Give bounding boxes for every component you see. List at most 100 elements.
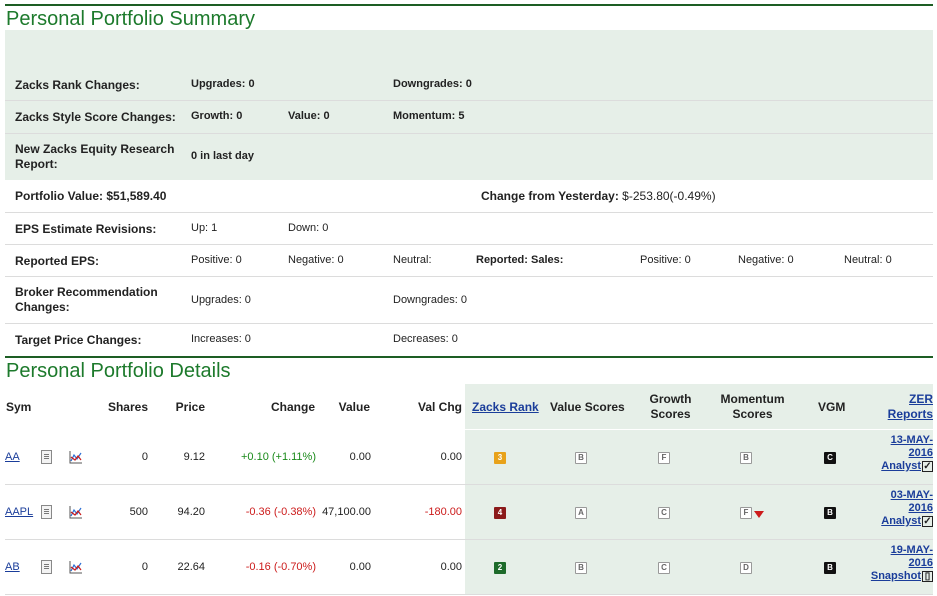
price-value: 94.20 <box>177 506 205 518</box>
reported-eps-row: Reported EPS: Positive: 0 Negative: 0 Ne… <box>5 245 933 277</box>
eps-revisions-label: EPS Estimate Revisions: <box>15 222 157 236</box>
header-price: Price <box>175 400 205 414</box>
zer-type-link[interactable]: Analyst <box>881 515 921 527</box>
position-value: 47,100.00 <box>322 506 371 518</box>
summary-spacer <box>5 30 933 67</box>
rank-upgrades: Upgrades: 0 <box>191 78 255 90</box>
zer-report[interactable]: 13-MAY- 2016 Analyst ✓ <box>881 434 933 473</box>
style-changes-row: Zacks Style Score Changes: Growth: 0 Val… <box>5 101 933 134</box>
broker-row: Broker Recommendation Changes: Upgrades:… <box>5 277 933 324</box>
value-score-badge: A <box>575 507 587 519</box>
growth-score-badge: C <box>658 507 670 519</box>
style-value: Value: 0 <box>288 110 330 122</box>
snapshot-icon: ▯ <box>922 570 933 582</box>
header-growth-scores: Growth Scores <box>649 392 692 421</box>
header-val-chg: Val Chg <box>417 400 462 414</box>
momentum-score-badge: B <box>740 452 752 464</box>
symbol-link[interactable]: AA <box>5 451 20 463</box>
rank-downgrades: Downgrades: 0 <box>393 78 472 90</box>
zer-date-link[interactable]: 19-MAY- 2016 <box>890 544 933 569</box>
header-momentum-scores: Momentum Scores <box>720 392 785 421</box>
header-change: Change <box>270 400 315 414</box>
target-price-row: Target Price Changes: Increases: 0 Decre… <box>5 324 933 355</box>
equity-research-label: New Zacks Equity Research Report: <box>15 142 175 171</box>
vgm-score-badge: B <box>824 562 836 574</box>
price-value: 22.64 <box>177 561 205 573</box>
zacks-rank-badge: 4 <box>494 507 506 519</box>
sales-negative: Negative: 0 <box>738 254 794 266</box>
position-value: 0.00 <box>349 561 371 573</box>
zer-report[interactable]: 19-MAY- 2016 Snapshot ▯ <box>871 544 933 583</box>
eps-down: Down: 0 <box>288 222 329 234</box>
zer-date-link[interactable]: 03-MAY- 2016 <box>890 489 933 514</box>
chart-icon[interactable] <box>69 560 83 574</box>
table-row: AAPL 500 94.20 -0.36 (-0.38%) 47,100.00 -180.… <box>5 485 933 540</box>
reported-sales-label: Reported: Sales: <box>476 254 564 266</box>
header-zacks-rank[interactable]: Zacks Rank <box>472 400 539 414</box>
change-yesterday-value: $-253.80(-0.49%) <box>622 189 716 203</box>
table-row: AA 0 9.12 +0.10 (+1.11%) 0.00 0.00 3 B F B C 13-MAY… <box>5 430 933 485</box>
header-shares: Shares <box>107 400 148 414</box>
chart-icon[interactable] <box>69 505 83 519</box>
chart-icon[interactable] <box>69 450 83 464</box>
portfolio-value-row: Portfolio Value: $51,589.40 Change from … <box>5 180 933 213</box>
change-value: +0.10 (+1.11%) <box>240 451 316 463</box>
equity-research-row: New Zacks Equity Research Report: 0 in l… <box>5 134 933 180</box>
details-title: Personal Portfolio Details <box>5 356 933 382</box>
eps-revisions-row: EPS Estimate Revisions: Up: 1 Down: 0 <box>5 213 933 245</box>
zacks-rank-badge: 3 <box>494 452 506 464</box>
sales-neutral: Neutral: 0 <box>844 254 892 266</box>
zer-type-link[interactable]: Snapshot <box>870 570 921 582</box>
style-changes-label: Zacks Style Score Changes: <box>15 110 176 124</box>
eps-negative: Negative: 0 <box>288 254 344 266</box>
change-value: -0.36 (-0.38%) <box>245 506 316 518</box>
header-zer-reports[interactable]: ZER Reports <box>887 392 933 421</box>
table-row: AB 0 22.64 -0.16 (-0.70%) 0.00 0.00 2 B C D B 19-MA… <box>5 540 933 595</box>
header-sym: Sym <box>6 400 32 414</box>
shares-value: 0 <box>141 561 148 573</box>
shares-value: 500 <box>129 506 148 518</box>
header-value-scores: Value Scores <box>550 400 625 414</box>
vgm-score-badge: C <box>824 452 836 464</box>
target-price-label: Target Price Changes: <box>15 333 142 347</box>
target-decreases: Decreases: 0 <box>393 333 458 345</box>
rank-changes-label: Zacks Rank Changes: <box>15 78 140 92</box>
eps-positive: Positive: 0 <box>191 254 242 266</box>
vgm-score-badge: B <box>824 507 836 519</box>
target-increases: Increases: 0 <box>191 333 251 345</box>
symbol-link[interactable]: AB <box>5 561 20 573</box>
broker-upgrades: Upgrades: 0 <box>191 294 251 306</box>
equity-research-value: 0 in last day <box>191 150 254 162</box>
details-header-row: Sym Shares Price Change Value Val Chg Za… <box>5 384 933 429</box>
zer-report[interactable]: 03-MAY- 2016 Analyst ✓ <box>881 489 933 528</box>
zer-type-link[interactable]: Analyst <box>881 460 921 472</box>
checkbox-icon: ✓ <box>922 515 933 527</box>
momentum-score-badge: D <box>740 562 752 574</box>
growth-score-badge: F <box>658 452 670 464</box>
portfolio-value-label: Portfolio Value: <box>15 189 104 203</box>
notes-document-icon[interactable] <box>41 505 52 519</box>
zer-date-link[interactable]: 13-MAY- 2016 <box>890 434 933 459</box>
zacks-rank-badge: 2 <box>494 562 506 574</box>
growth-score-badge: C <box>658 562 670 574</box>
value-change: -180.00 <box>424 506 462 518</box>
momentum-score-badge: F <box>740 507 752 519</box>
eps-neutral: Neutral: <box>393 254 432 266</box>
value-score-badge: B <box>575 452 587 464</box>
portfolio-value: $51,589.40 <box>106 189 167 203</box>
position-value: 0.00 <box>349 451 371 463</box>
value-change: 0.00 <box>440 561 462 573</box>
header-vgm: VGM <box>818 400 846 414</box>
header-value: Value <box>338 400 370 414</box>
style-growth: Growth: 0 <box>191 110 243 122</box>
shares-value: 0 <box>141 451 148 463</box>
value-change: 0.00 <box>440 451 462 463</box>
symbol-link[interactable]: AAPL <box>5 506 34 518</box>
notes-document-icon[interactable] <box>41 450 52 464</box>
price-value: 9.12 <box>183 451 205 463</box>
down-triangle-icon <box>754 511 764 518</box>
checkbox-icon: ✓ <box>922 460 933 472</box>
notes-document-icon[interactable] <box>41 560 52 574</box>
summary-title: Personal Portfolio Summary <box>5 4 933 30</box>
rank-changes-row: Zacks Rank Changes: Upgrades: 0 Downgrad… <box>5 67 933 101</box>
